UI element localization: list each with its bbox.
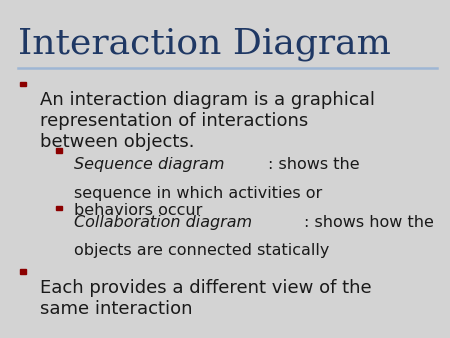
- Text: Collaboration diagram: Collaboration diagram: [74, 215, 252, 230]
- Bar: [56, 148, 62, 153]
- Bar: [20, 82, 26, 86]
- Text: Interaction Diagram: Interaction Diagram: [18, 27, 391, 61]
- Text: An interaction diagram is a graphical
representation of interactions
between obj: An interaction diagram is a graphical re…: [40, 91, 375, 151]
- Text: : shows how the: : shows how the: [304, 215, 434, 230]
- Text: Sequence diagram: Sequence diagram: [74, 157, 225, 172]
- Bar: [20, 269, 26, 274]
- Text: sequence in which activities or
behaviors occur: sequence in which activities or behavior…: [74, 186, 323, 218]
- Text: : shows the: : shows the: [269, 157, 360, 172]
- Bar: [56, 206, 62, 210]
- Text: Each provides a different view of the
same interaction: Each provides a different view of the sa…: [40, 279, 372, 318]
- Text: objects are connected statically: objects are connected statically: [74, 243, 329, 258]
